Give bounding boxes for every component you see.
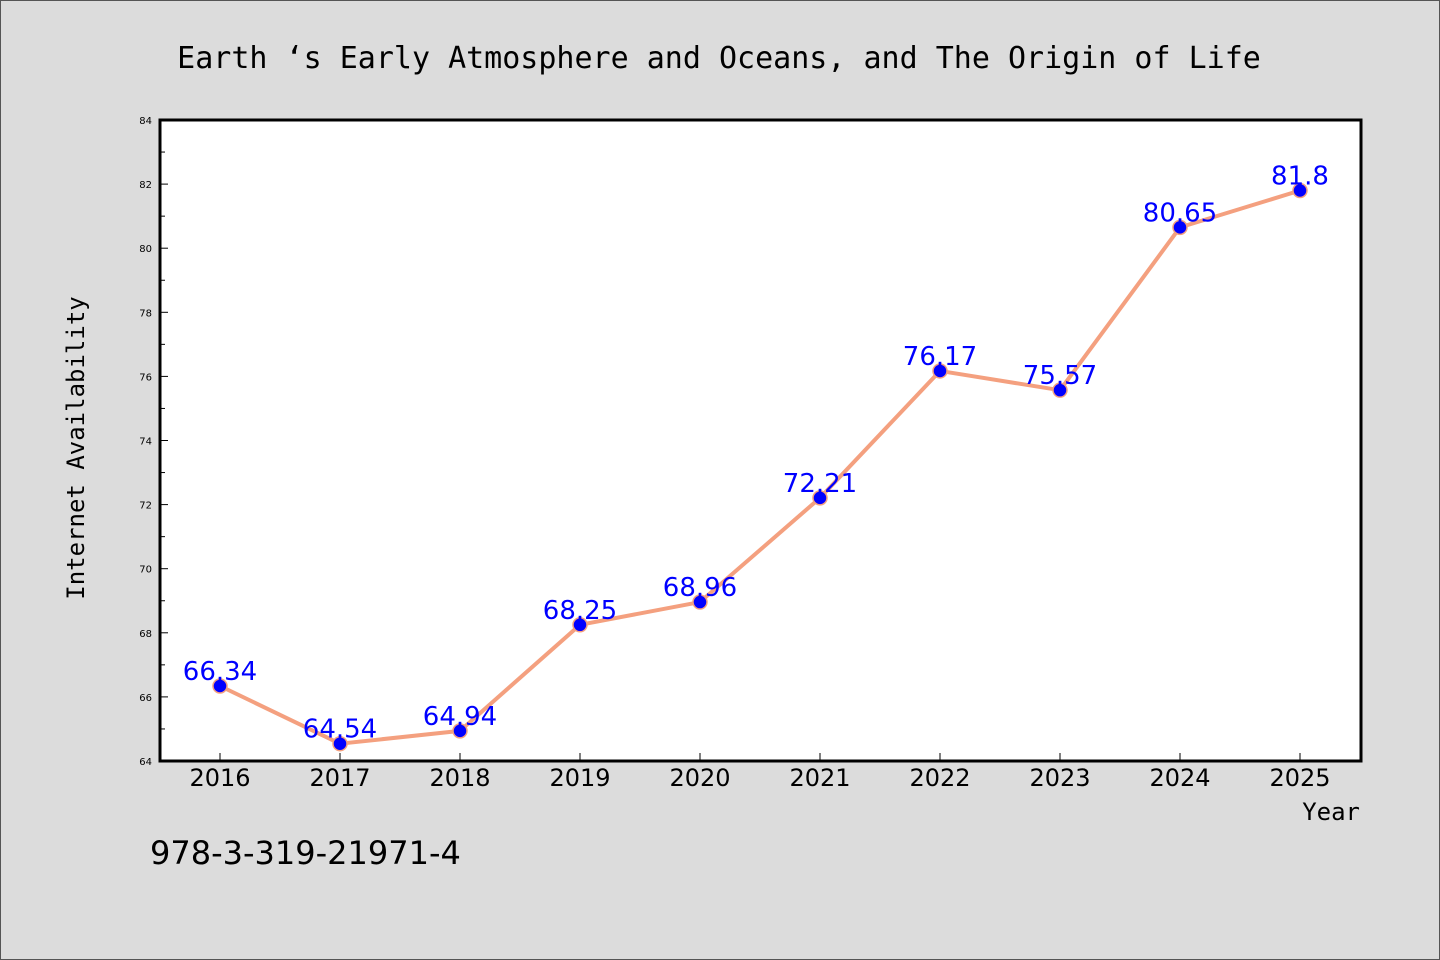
data-point: [1292, 182, 1308, 199]
data-label: 64.54: [303, 715, 377, 745]
plot-frame: [158, 118, 1363, 763]
data-label: 68.25: [543, 596, 617, 626]
y-tick-label: 64: [139, 757, 152, 768]
y-tick-label: 66: [139, 693, 152, 704]
y-tick-label: 82: [139, 180, 152, 191]
y-tick-label: 78: [139, 308, 152, 319]
data-point: [212, 678, 228, 694]
data-label: 64.94: [423, 702, 497, 732]
y-tick-label: 74: [139, 437, 152, 448]
data-point: [812, 490, 828, 506]
y-tick-label: 68: [139, 629, 152, 640]
data-point: [332, 735, 348, 752]
x-tick-label: 2021: [789, 764, 850, 792]
data-point: [1172, 219, 1188, 236]
y-tick-label: 70: [139, 565, 152, 576]
data-label: 75.57: [1023, 361, 1097, 391]
y-axis-label: Internet Availability: [62, 296, 90, 599]
y-tick-label: 72: [139, 501, 152, 512]
x-tick-label: 2025: [1269, 764, 1330, 792]
data-point: [692, 594, 708, 610]
data-point: [452, 723, 468, 739]
y-tick-label: 80: [139, 244, 152, 255]
series-line: [219, 188, 1301, 746]
data-label: 81.8: [1271, 162, 1329, 192]
x-tick-label: 2024: [1149, 764, 1210, 792]
data-label: 66.34: [183, 657, 257, 687]
data-point: [1052, 382, 1068, 398]
x-tick-label: 2018: [429, 764, 490, 792]
x-tick-label: 2017: [309, 764, 370, 792]
data-label: 72.21: [783, 469, 857, 499]
y-tick-label: 76: [139, 372, 152, 383]
y-tick-label: 84: [139, 116, 152, 127]
plot-area: 64 66 68 70 72 74 76 78 80 82 84 2016 2017 2018 2019 20…: [139, 116, 1363, 792]
x-tick-label: 2019: [549, 764, 610, 792]
x-tick-label: 2022: [909, 764, 970, 792]
isbn-text: 978-3-319-21971-4: [150, 834, 461, 872]
x-axis-label: Year: [1302, 798, 1360, 826]
data-point: [932, 363, 948, 379]
data-label: 76.17: [903, 342, 977, 372]
data-label: 80.65: [1143, 198, 1217, 228]
chart-title: Earth ‘s Early Atmosphere and Oceans, an…: [177, 41, 1261, 76]
data-label: 68.96: [663, 573, 737, 603]
x-tick-label: 2020: [669, 764, 730, 792]
x-tick-label: 2023: [1029, 764, 1090, 792]
x-tick-label: 2016: [189, 764, 250, 792]
data-point: [572, 617, 588, 633]
